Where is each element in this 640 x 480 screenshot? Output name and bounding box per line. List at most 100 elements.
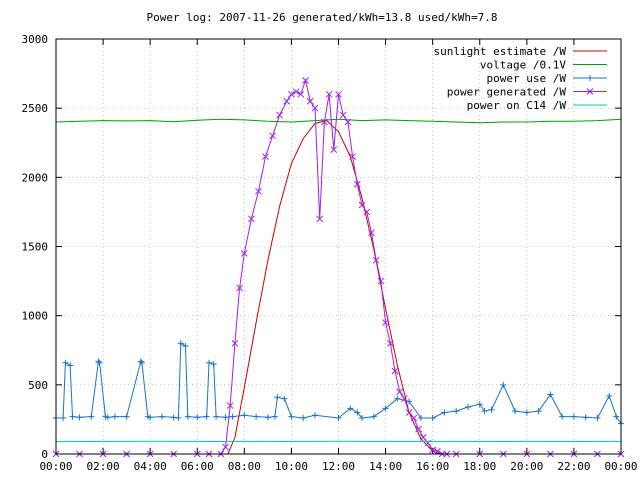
data-point	[325, 90, 333, 98]
data-point	[488, 406, 495, 413]
data-point	[372, 256, 380, 264]
data-point	[582, 414, 589, 421]
data-point	[429, 415, 436, 422]
data-point	[481, 408, 488, 415]
data-point	[283, 97, 291, 105]
data-point	[353, 180, 361, 188]
data-point	[401, 395, 408, 403]
data-point	[377, 277, 385, 285]
data-point	[226, 402, 234, 409]
x-tick-label: 00:00	[39, 460, 72, 473]
x-tick-label: 06:00	[181, 460, 214, 473]
data-point	[104, 414, 111, 421]
data-point	[606, 392, 613, 399]
data-point	[111, 413, 118, 420]
data-point	[262, 153, 269, 160]
series-layer	[52, 77, 625, 458]
x-tick-label: 16:00	[416, 460, 449, 473]
data-point	[316, 215, 324, 223]
data-point	[253, 413, 260, 420]
data-point	[222, 443, 229, 451]
data-point	[203, 413, 210, 420]
data-point	[464, 403, 471, 410]
data-point	[184, 413, 191, 420]
x-tick-label: 18:00	[463, 460, 496, 473]
data-point	[424, 439, 432, 447]
data-point	[67, 362, 74, 369]
data-point	[170, 414, 177, 421]
x-tick-label: 08:00	[228, 460, 261, 473]
data-point	[547, 391, 554, 398]
legend-marker	[586, 88, 594, 95]
data-point	[441, 409, 448, 416]
data-point	[347, 405, 354, 412]
y-tick-label: 2500	[22, 102, 49, 115]
data-point	[96, 359, 103, 366]
data-point	[281, 395, 288, 402]
data-point	[370, 413, 377, 420]
data-point	[147, 414, 154, 421]
data-point	[349, 153, 356, 160]
legend-label: power use /W	[487, 72, 567, 85]
data-point	[570, 413, 577, 420]
data-point	[415, 425, 422, 433]
data-point	[229, 413, 236, 420]
data-point	[339, 111, 347, 119]
data-point	[434, 447, 441, 455]
data-point	[177, 340, 184, 347]
data-point	[302, 77, 309, 84]
data-point	[274, 394, 281, 401]
data-point	[453, 408, 460, 415]
series-line-1	[55, 118, 622, 124]
x-tick-label: 20:00	[510, 460, 543, 473]
data-point	[306, 97, 314, 105]
data-point	[138, 359, 145, 366]
x-tick-label: 22:00	[557, 460, 590, 473]
data-point	[194, 414, 201, 421]
data-point	[137, 358, 144, 365]
chart-title: Power log: 2007-11-26 generated/kWh=13.8…	[147, 11, 498, 24]
series-line-0	[56, 120, 621, 455]
y-tick-label: 1500	[22, 241, 49, 254]
data-point	[60, 415, 67, 422]
data-point	[594, 415, 601, 422]
data-point	[476, 401, 483, 408]
data-point	[358, 201, 366, 209]
data-point	[297, 90, 305, 98]
data-point	[419, 434, 427, 441]
data-point	[269, 132, 276, 140]
data-point	[264, 414, 271, 421]
data-point	[255, 187, 262, 195]
data-point	[213, 413, 220, 420]
data-point	[359, 415, 366, 422]
data-point	[288, 413, 295, 420]
data-point	[394, 395, 401, 402]
x-tick-label: 12:00	[322, 460, 355, 473]
data-point	[417, 415, 424, 422]
data-point	[429, 446, 437, 454]
data-point	[535, 408, 542, 415]
data-point	[335, 415, 342, 422]
data-point	[271, 413, 278, 420]
x-tick-label: 14:00	[369, 460, 402, 473]
legend-label: power on C14 /W	[467, 99, 567, 112]
data-point	[288, 90, 295, 98]
x-tick-label: 10:00	[275, 460, 308, 473]
y-tick-label: 3000	[22, 33, 49, 46]
data-point	[123, 413, 130, 420]
data-point	[158, 413, 165, 420]
axis-ticks: 0 500 1000 1500 2000 2500 3000 00:00 02:00 04:00 0…	[22, 33, 638, 473]
data-point	[410, 414, 418, 422]
data-point	[222, 414, 229, 421]
data-point	[512, 408, 519, 415]
legend-label: sunlight estimate /W	[434, 45, 567, 58]
data-point	[300, 415, 307, 422]
data-point	[500, 381, 507, 388]
data-point	[344, 118, 352, 126]
data-point	[248, 215, 255, 223]
data-point	[95, 358, 102, 365]
data-point	[405, 409, 413, 416]
y-tick-label: 2000	[22, 171, 49, 184]
